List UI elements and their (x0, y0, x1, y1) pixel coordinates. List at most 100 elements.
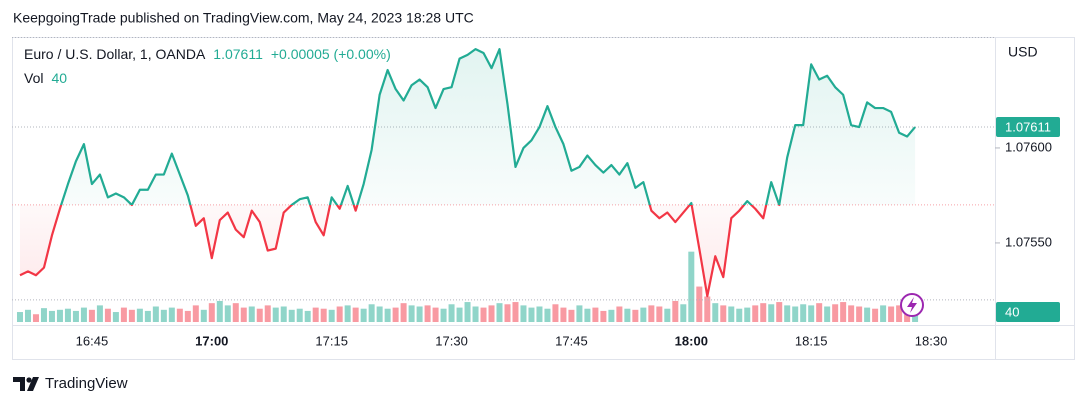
volume-bar (160, 309, 167, 322)
volume-bar (496, 303, 503, 322)
volume-bar (896, 305, 903, 322)
volume-bar (832, 304, 839, 322)
volume-tag: 40 (1005, 304, 1019, 319)
volume-bar (872, 308, 879, 322)
volume-bar (296, 308, 303, 322)
volume-bar (128, 309, 135, 322)
volume-name: Vol (24, 70, 43, 86)
last-price-tag-box (996, 117, 1060, 138)
volume-bar (552, 304, 559, 322)
volume-bar (656, 306, 663, 322)
volume-bar (248, 306, 255, 322)
volume-bar (432, 307, 439, 322)
volume-bar (152, 306, 159, 322)
volume-bar (672, 300, 679, 322)
volume-bar (472, 306, 479, 322)
volume-bar (64, 308, 71, 322)
volume-bar (728, 306, 735, 322)
logo-t (13, 377, 25, 391)
volume-bar (648, 305, 655, 322)
volume-bar (712, 303, 719, 322)
volume-bar (720, 305, 727, 322)
volume-bar (72, 310, 79, 322)
volume-bar (272, 307, 279, 322)
volume-bar (40, 308, 47, 322)
volume-bar (568, 309, 575, 322)
volume-bar (144, 310, 151, 322)
volume-bar (840, 302, 847, 322)
volume-bar (664, 308, 671, 322)
volume-bar (504, 304, 511, 322)
volume-bar (136, 308, 143, 322)
x-tick-label: 17:30 (435, 333, 468, 348)
volume-bar (816, 303, 823, 322)
volume-bar (416, 306, 423, 322)
x-tick-label: 17:15 (315, 333, 348, 348)
volume-bar (640, 307, 647, 322)
published-note: KeepgoingTrade published on TradingView.… (13, 10, 474, 26)
volume-bar (376, 306, 383, 322)
volume-bar (688, 251, 695, 322)
alert-bolt[interactable] (907, 297, 917, 313)
volume-bar (176, 308, 183, 322)
brand-logo (13, 377, 39, 391)
y-tick-label: 1.07600 (1005, 139, 1052, 154)
volume-bar (584, 308, 591, 322)
volume-bar (480, 307, 487, 322)
price-line (19, 48, 916, 298)
volume-bar (240, 307, 247, 322)
volume-bar (576, 305, 583, 322)
legend: Euro / U.S. Dollar, 1, OANDA 1.07611 +0.00… (24, 46, 391, 62)
volume-bar (200, 309, 207, 322)
volume-bar (256, 308, 263, 322)
volume-legend: Vol 40 (24, 70, 67, 86)
volume-bar (512, 302, 519, 322)
volume-bar (280, 306, 287, 322)
volume-bar (384, 308, 391, 322)
volume-bar (808, 305, 815, 322)
volume-bar (864, 307, 871, 322)
volume-bar (560, 307, 567, 322)
x-tick-label: 17:00 (195, 333, 228, 348)
volume-bar (32, 314, 39, 322)
volume-bar (600, 310, 607, 322)
x-tick-label: 17:45 (555, 333, 588, 348)
volume-bar (400, 303, 407, 322)
volume-bar (456, 307, 463, 322)
symbol-title: Euro / U.S. Dollar, 1, OANDA (24, 46, 206, 62)
volume-bar (96, 305, 103, 322)
volume-bar (120, 307, 127, 322)
volume-tag-box (996, 302, 1060, 322)
volume-bar (368, 304, 375, 322)
volume-bar (784, 305, 791, 322)
volume-bar (192, 305, 199, 322)
volume-bar (888, 306, 895, 322)
volume-bar (752, 305, 759, 322)
volume-bar (592, 307, 599, 322)
logo-v (27, 377, 39, 391)
volume-bar (48, 310, 55, 322)
volume-bar (208, 303, 215, 322)
volume-bar (336, 306, 343, 322)
alert-icon[interactable] (900, 293, 924, 317)
last-price-tag: 1.07611 (1005, 119, 1051, 134)
volume-bar (16, 312, 23, 322)
volume-bar (616, 306, 623, 322)
volume-bar (848, 305, 855, 322)
volume-bar (608, 309, 615, 322)
x-tick-label: 18:00 (675, 333, 708, 348)
volume-bar (392, 307, 399, 322)
volume-bar (344, 305, 351, 322)
volume-bar (792, 306, 799, 322)
volume-bar (824, 306, 831, 322)
x-tick-label: 16:45 (76, 333, 109, 348)
volume-bar (760, 303, 767, 322)
price-change: +0.00005 (+0.00%) (271, 46, 391, 62)
y-tick-label: 1.07550 (1005, 234, 1052, 249)
volume-bar (776, 302, 783, 322)
volume-bar (184, 310, 191, 322)
volume-bar (488, 305, 495, 322)
volume-bar (352, 307, 359, 322)
volume-bar (408, 305, 415, 322)
currency-label: USD (1008, 44, 1038, 60)
